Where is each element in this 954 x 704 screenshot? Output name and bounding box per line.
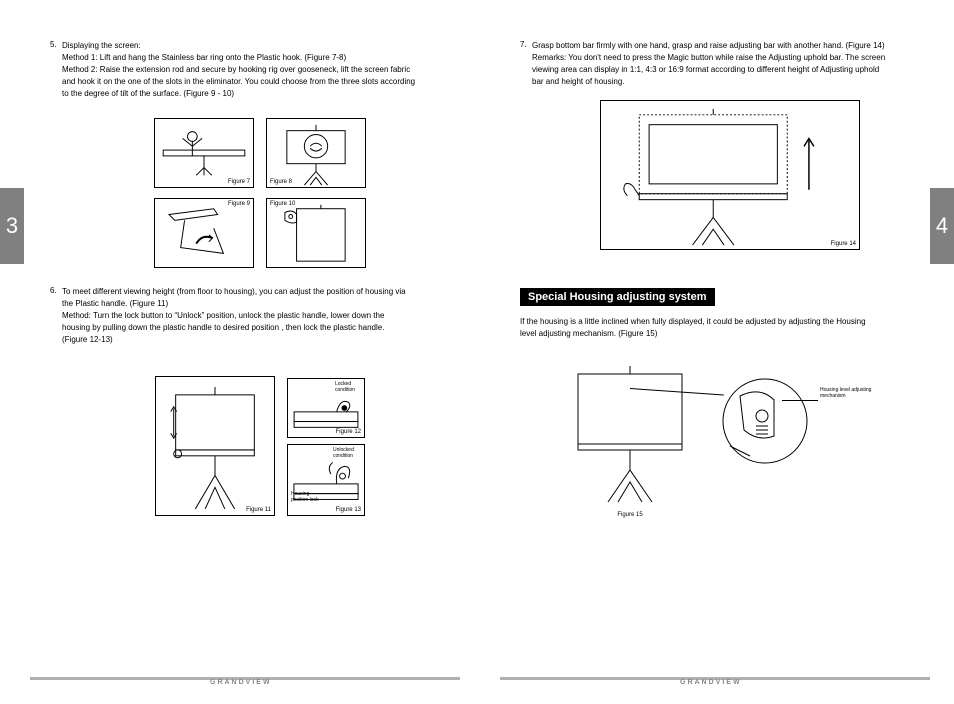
figure-8-label: Figure 8 (270, 179, 292, 185)
locked-label: Locked condition (335, 382, 361, 393)
figure-15-group: Figure 15 Housing level adjusting mechan… (520, 358, 940, 538)
figure-15-label: Figure 15 (617, 512, 642, 518)
step-6-l4: housing by pulling down the plastic hand… (62, 322, 470, 334)
figure-13-label: Figure 13 (336, 507, 361, 513)
step-6: 6. To meet different viewing height (fro… (50, 286, 470, 346)
brand-right: GRANDVIEW (680, 679, 742, 686)
step-5-m2b: and hook it on the one of the slots in t… (62, 76, 470, 88)
page-3-content: 5. Displaying the screen: Method 1: Lift… (50, 40, 470, 526)
figures-11-13-row: Figure 11 Locked condition Figure 12 (50, 376, 470, 516)
figures-7-8-row: Figure 7 Figure 8 (50, 118, 470, 188)
step-6-num: 6. (50, 286, 62, 346)
step-7-l2: Remarks: You don't need to press the Mag… (532, 52, 940, 64)
figure-9: Figure 9 (154, 198, 254, 268)
figure-14-label: Figure 14 (831, 241, 856, 247)
figure-10: Figure 10 (266, 198, 366, 268)
figure-15: Figure 15 (560, 358, 700, 506)
special-housing-heading: Special Housing adjusting system (520, 288, 715, 306)
housing-text-1: If the housing is a little inclined when… (520, 316, 940, 328)
brand-left: GRANDVIEW (210, 679, 272, 686)
figure-11: Figure 11 (155, 376, 275, 516)
step-7-num: 7. (520, 40, 532, 88)
figure-12-label: Figure 12 (336, 429, 361, 435)
unlocked-label: Unlocked condition (333, 448, 361, 459)
figure-15-detail (720, 376, 810, 466)
page-tab-3: 3 (0, 188, 24, 264)
step-6-l2: the Plastic handle. (Figure 11) (62, 298, 470, 310)
step-7: 7. Grasp bottom bar firmly with one hand… (520, 40, 940, 88)
figures-12-13-stack: Locked condition Figure 12 Unlocked cond… (287, 378, 365, 516)
step-7-l4: bar and height of housing. (532, 76, 940, 88)
figure-7-label: Figure 7 (228, 179, 250, 185)
step-5-num: 5. (50, 40, 62, 100)
page-4-content: 7. Grasp bottom bar firmly with one hand… (520, 40, 940, 538)
figures-9-10-row: Figure 9 Figure 10 (50, 198, 470, 268)
step-7-l3: viewing area can display in 1:1, 4:3 or … (532, 64, 940, 76)
figure-8: Figure 8 (266, 118, 366, 188)
mechanism-label: Housing level adjusting mechanism (820, 388, 890, 399)
step-6-l1: To meet different viewing height (from f… (62, 286, 470, 298)
step-5: 5. Displaying the screen: Method 1: Lift… (50, 40, 470, 100)
figure-14: Figure 14 (600, 100, 860, 250)
figure-13: Unlocked condition Housing position lock… (287, 444, 365, 516)
figure-10-label: Figure 10 (270, 201, 295, 207)
step-7-l1: Grasp bottom bar firmly with one hand, g… (532, 40, 940, 52)
step-6-l3: Method: Turn the lock button to “Unlock”… (62, 310, 470, 322)
figure-14-row: Figure 14 (520, 100, 940, 250)
step-6-l5: (Figure 12-13) (62, 334, 470, 346)
step-5-m2c: to the degree of tilt of the surface. (F… (62, 88, 470, 100)
figure-11-label: Figure 11 (246, 507, 271, 513)
figure-12: Locked condition Figure 12 (287, 378, 365, 438)
poslock-label: Housing position lock (291, 492, 321, 503)
step-5-m2a: Method 2: Raise the extension rod and se… (62, 64, 470, 76)
step-5-m1: Method 1: Lift and hang the Stainless ba… (62, 52, 470, 64)
figure-9-label: Figure 9 (228, 201, 250, 207)
housing-text-2: level adjusting mechanism. (Figure 15) (520, 328, 940, 340)
figure-7: Figure 7 (154, 118, 254, 188)
step-5-title: Displaying the screen: (62, 40, 470, 52)
mech-leader (782, 400, 818, 401)
